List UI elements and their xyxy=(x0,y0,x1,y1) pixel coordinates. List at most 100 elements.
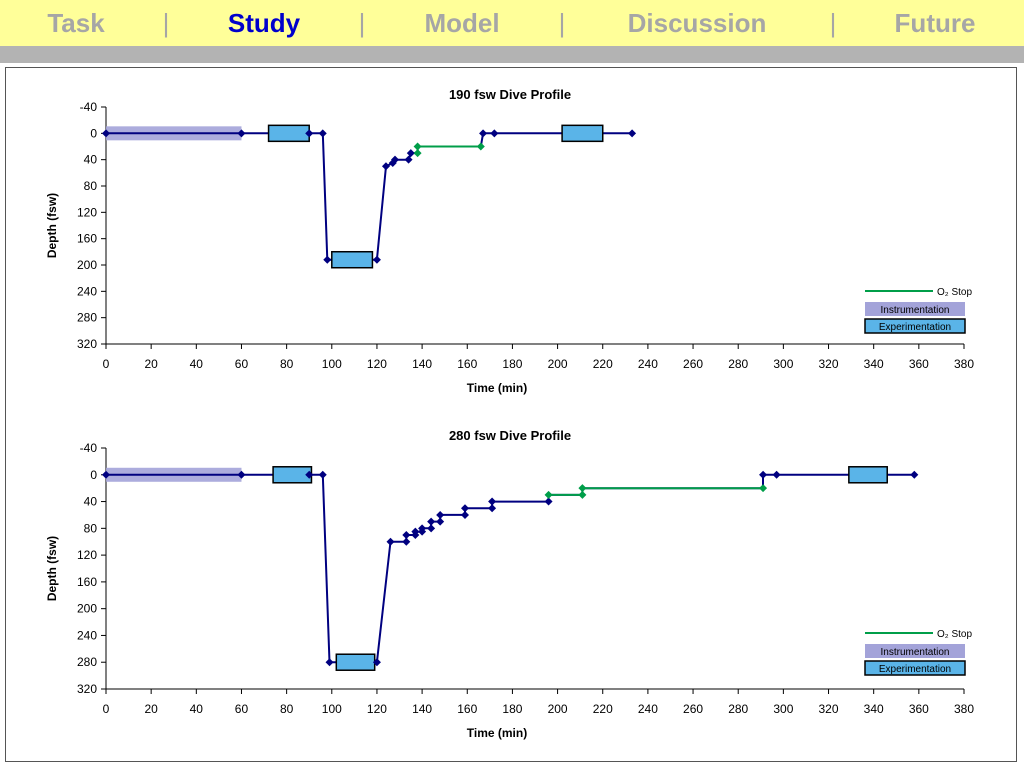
x-tick-label: 320 xyxy=(819,702,839,716)
chart-2: 280 fsw Dive Profile -40 0 40 80 120 160 200 240… xyxy=(45,428,974,740)
y-tick-label: 40 xyxy=(84,153,98,167)
x-tick-label: 100 xyxy=(322,702,342,716)
x-tick-label: 0 xyxy=(103,702,110,716)
dive-profile-line xyxy=(106,473,915,664)
y-tick-label: 80 xyxy=(84,521,98,535)
data-point xyxy=(391,155,400,164)
y-tick-label: 280 xyxy=(77,311,97,325)
data-point xyxy=(102,470,110,479)
data-point xyxy=(372,658,381,667)
legend-o2-label: O₂ Stop xyxy=(937,629,972,640)
y-tick-label: 160 xyxy=(77,575,97,589)
data-point xyxy=(404,155,413,164)
data-point xyxy=(479,129,488,138)
data-point xyxy=(910,470,919,479)
data-point xyxy=(305,470,314,479)
x-tick-label: 220 xyxy=(593,702,613,716)
chart-title: 190 fsw Dive Profile xyxy=(449,87,571,102)
x-tick-label: 140 xyxy=(412,357,432,371)
data-point xyxy=(381,162,390,171)
data-point xyxy=(461,510,470,519)
experimentation-box xyxy=(267,124,310,143)
x-tick-label: 240 xyxy=(638,357,658,371)
data-point xyxy=(325,658,334,667)
data-point xyxy=(476,142,485,151)
experimentation-box xyxy=(848,466,888,484)
x-tick-label: 320 xyxy=(819,357,839,371)
nav-divider-bar xyxy=(0,46,1024,63)
data-point xyxy=(427,524,436,533)
x-tick-label: 80 xyxy=(280,702,294,716)
x-tick-label: 40 xyxy=(190,357,204,371)
legend-o2-label: O₂ Stop xyxy=(937,287,972,298)
x-tick-label: 20 xyxy=(144,702,158,716)
x-tick-label: 280 xyxy=(728,702,748,716)
chart-title: 280 fsw Dive Profile xyxy=(449,428,571,443)
x-tick-label: 260 xyxy=(683,702,703,716)
data-point xyxy=(237,470,246,479)
data-point xyxy=(237,129,246,138)
data-point xyxy=(402,531,411,540)
legend-instrumentation-swatch xyxy=(865,302,965,316)
data-point xyxy=(418,524,427,533)
legend-experimentation-label: Experimentation xyxy=(879,322,951,333)
y-tick-label: 160 xyxy=(77,232,97,246)
chart-frame xyxy=(5,67,1017,762)
y-tick-label: -40 xyxy=(80,100,98,114)
data-point xyxy=(372,255,381,264)
x-axis-label: Time (min) xyxy=(467,381,527,395)
x-tick-label: 280 xyxy=(728,357,748,371)
nav-separator: | xyxy=(162,8,170,38)
legend-instrumentation-label: Instrumentation xyxy=(881,305,950,316)
data-point xyxy=(413,142,422,151)
data-point xyxy=(759,484,768,493)
nav-separator: | xyxy=(558,8,566,38)
y-tick-label: -40 xyxy=(80,441,98,455)
x-tick-label: 60 xyxy=(235,357,249,371)
y-tick-label: 200 xyxy=(77,258,97,272)
y-axis-label: Depth (fsw) xyxy=(45,193,59,258)
x-tick-label: 340 xyxy=(864,702,884,716)
data-point xyxy=(759,470,768,479)
x-tick-label: 160 xyxy=(457,702,477,716)
legend-experimentation-swatch xyxy=(864,660,966,676)
nav-item-task[interactable]: Task xyxy=(47,8,105,38)
data-point xyxy=(772,470,781,479)
x-tick-label: 0 xyxy=(103,357,110,371)
x-tick-label: 240 xyxy=(638,702,658,716)
y-tick-label: 120 xyxy=(77,548,97,562)
x-tick-label: 180 xyxy=(502,357,522,371)
data-point xyxy=(628,129,637,138)
x-tick-label: 220 xyxy=(593,357,613,371)
experimentation-box xyxy=(331,250,374,269)
data-point xyxy=(488,497,497,506)
x-tick-label: 380 xyxy=(954,702,974,716)
nav-item-future[interactable]: Future xyxy=(894,8,976,38)
legend-instrumentation-label: Instrumentation xyxy=(881,647,950,658)
y-tick-label: 80 xyxy=(84,179,98,193)
nav-item-study[interactable]: Study xyxy=(227,8,301,38)
data-point xyxy=(402,537,411,546)
experimentation-box xyxy=(335,653,376,671)
data-point xyxy=(413,149,422,158)
data-point xyxy=(544,497,553,506)
data-point xyxy=(318,129,327,138)
nav-bar: Task | Study | Model | Discussion | Futu… xyxy=(0,0,1024,46)
legend-experimentation-label: Experimentation xyxy=(879,664,951,675)
x-tick-label: 120 xyxy=(367,357,387,371)
y-tick-label: 40 xyxy=(84,495,98,509)
y-axis-label: Depth (fsw) xyxy=(45,536,59,601)
nav-separator: | xyxy=(829,8,837,38)
data-point xyxy=(386,537,395,546)
legend-instrumentation-swatch xyxy=(865,644,965,658)
y-tick-label: 200 xyxy=(77,602,97,616)
data-point xyxy=(436,510,445,519)
x-tick-label: 180 xyxy=(502,702,522,716)
legend-experimentation-swatch xyxy=(864,318,966,334)
nav-item-model[interactable]: Model xyxy=(424,8,500,38)
x-tick-label: 200 xyxy=(548,357,568,371)
nav-item-discussion[interactable]: Discussion xyxy=(627,8,767,38)
data-point xyxy=(461,504,470,513)
data-point xyxy=(318,470,327,479)
